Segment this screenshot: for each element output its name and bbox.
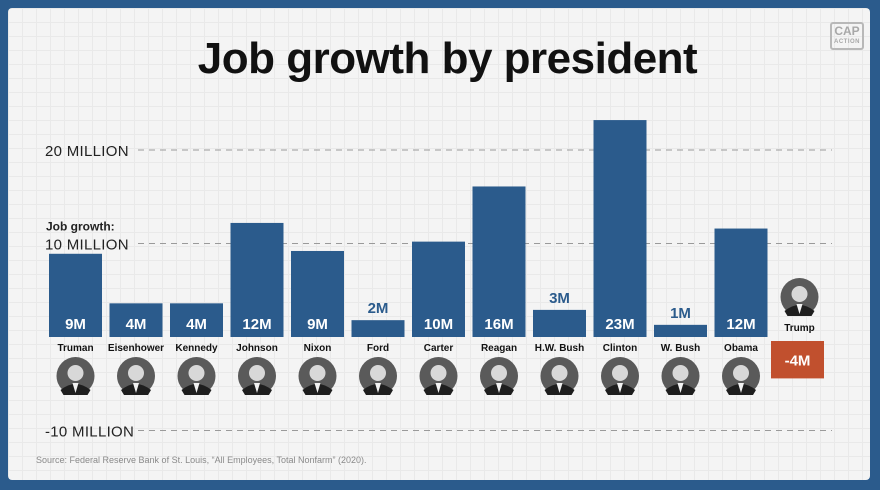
portrait-face [791, 286, 808, 302]
logo-text-cap: CAP [834, 24, 860, 38]
portrait-face [249, 365, 265, 381]
portrait-shirt [193, 383, 200, 393]
bar-value-label: 3M [549, 290, 570, 307]
portrait-shirt [738, 383, 744, 393]
bar-value-label: 12M [726, 316, 755, 333]
president-portrait-icon [56, 357, 95, 395]
category-label: Ford [367, 343, 389, 354]
president-portrait-icon [661, 357, 700, 395]
bar [291, 250, 344, 337]
bar-value-label: -4M [785, 353, 811, 370]
bar-value-label: 16M [484, 316, 513, 333]
bar [351, 320, 405, 337]
portrait-shirt [796, 304, 803, 314]
president-portrait-icon [540, 357, 579, 395]
portrait-face [733, 365, 749, 381]
portrait-face [188, 365, 205, 381]
portrait-shirt [254, 383, 260, 393]
portrait-shirt [677, 383, 684, 393]
bar [472, 186, 526, 337]
y-tick-label: 20 MILLION [45, 143, 129, 160]
president-portrait-icon [722, 357, 760, 395]
portrait-face [551, 365, 568, 381]
bar [109, 303, 163, 337]
portrait-face [430, 365, 447, 381]
bar [533, 309, 586, 337]
category-label: Obama [724, 343, 758, 354]
bar [49, 253, 102, 337]
president-portrait-icon [117, 357, 155, 395]
category-label: Kennedy [175, 343, 218, 354]
president-portrait-icon [780, 278, 819, 316]
portrait-face [612, 365, 628, 381]
portrait-face [309, 365, 326, 381]
logo-text-action: ACTION [834, 39, 860, 45]
portrait-face [67, 365, 84, 381]
bar-value-label: 9M [307, 316, 328, 333]
bar [412, 241, 465, 337]
bar-value-label: 9M [65, 316, 86, 333]
president-portrait-icon [298, 357, 337, 395]
category-label: Carter [424, 343, 454, 354]
portrait-shirt [133, 383, 139, 393]
bar [230, 222, 284, 337]
bar-value-label: 10M [424, 316, 453, 333]
bar-value-label: 12M [242, 316, 271, 333]
category-label: H.W. Bush [535, 343, 584, 354]
portrait-shirt [556, 383, 563, 393]
category-label: Eisenhower [108, 343, 164, 354]
portrait-face [128, 365, 144, 381]
source-note: Source: Federal Reserve Bank of St. Loui… [36, 455, 367, 465]
portrait-face [672, 365, 689, 381]
category-label: Nixon [304, 343, 332, 354]
category-label: Trump [784, 323, 815, 334]
category-label: Clinton [603, 343, 637, 354]
bar [771, 341, 824, 379]
president-portrait-icon [359, 357, 397, 395]
bar-value-label: 4M [186, 316, 207, 333]
y-axis-label: Job growth: [46, 220, 115, 234]
portrait-face [491, 365, 507, 381]
bar [170, 303, 223, 337]
bar [714, 228, 768, 337]
bar [654, 324, 707, 337]
category-label: W. Bush [661, 343, 700, 354]
portrait-shirt [617, 383, 623, 393]
president-portrait-icon [177, 357, 216, 395]
chart-title: Job growth by president [197, 34, 698, 83]
bar-value-label: 1M [670, 305, 691, 322]
portrait-shirt [72, 383, 79, 393]
president-portrait-icon [238, 357, 276, 395]
portrait-shirt [375, 383, 381, 393]
portrait-shirt [314, 383, 321, 393]
category-label: Truman [57, 343, 93, 354]
y-tick-label: 10 MILLION [45, 237, 129, 254]
bar [593, 120, 647, 337]
portrait-face [370, 365, 386, 381]
president-portrait-icon [480, 357, 518, 395]
bar-value-label: 23M [605, 316, 634, 333]
y-tick-label: -10 MILLION [45, 424, 134, 441]
cap-action-logo: CAP ACTION [830, 22, 864, 50]
portrait-shirt [435, 383, 442, 393]
president-portrait-icon [419, 357, 458, 395]
category-label: Johnson [236, 343, 278, 354]
president-portrait-icon [601, 357, 639, 395]
bar-value-label: 2M [368, 300, 389, 317]
bar-value-label: 4M [126, 316, 147, 333]
category-label: Reagan [481, 343, 517, 354]
portrait-shirt [496, 383, 502, 393]
